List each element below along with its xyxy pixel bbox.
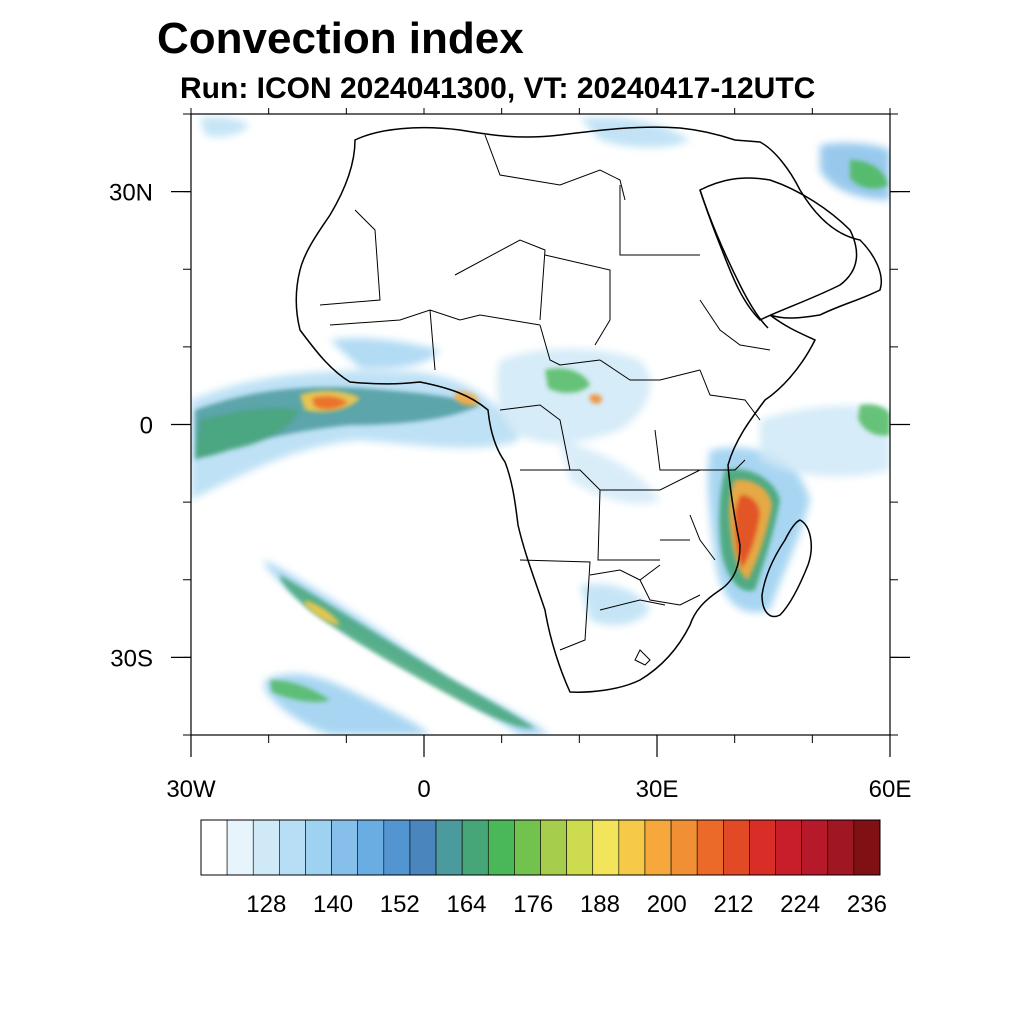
colorbar-swatch: [592, 819, 620, 876]
colorbar-swatch: [723, 819, 750, 876]
colorbar-swatch: [435, 819, 463, 876]
colorbar-swatch: [383, 819, 411, 876]
colorbar-label: 164: [446, 891, 486, 918]
colorbar: 128 140 152 164 176 188 200 212 224 236: [200, 819, 887, 918]
colorbar-label: 188: [580, 891, 620, 918]
colorbar-swatch: [252, 819, 280, 876]
colorbar-swatch: [540, 819, 567, 876]
colorbar-label: 236: [847, 891, 887, 918]
colorbar-frame: [200, 819, 881, 876]
map-plot-area: [191, 114, 890, 735]
colorbar-swatch: [279, 819, 306, 876]
colorbar-swatch: [226, 819, 254, 876]
colorbar-swatch: [696, 819, 724, 876]
lat-tick-label: 30N: [109, 180, 153, 207]
colorbar-swatch: [801, 819, 829, 876]
colorbar-label: 152: [380, 891, 420, 918]
colorbar-swatch: [357, 819, 385, 876]
colorbar-swatch: [749, 819, 776, 876]
colorbar-swatch: [670, 819, 698, 876]
colorbar-swatch: [487, 819, 515, 876]
colorbar-swatch: [331, 819, 358, 876]
colorbar-label: 140: [313, 891, 353, 918]
colorbar-swatch: [305, 819, 332, 876]
colorbar-label: 212: [713, 891, 753, 918]
colorbar-swatch: [514, 819, 541, 876]
axis-ticks: 30W 0 30E 60E 30N 0 30S: [109, 108, 911, 803]
lon-tick-label: 60E: [869, 776, 912, 803]
colorbar-label: 224: [780, 891, 820, 918]
colorbar-label: 200: [647, 891, 687, 918]
country-borders: [319, 134, 771, 666]
map-title: Convection index: [157, 14, 524, 63]
coastlines: [295, 126, 882, 693]
colorbar-swatch: [853, 819, 881, 876]
colorbar-label: 176: [513, 891, 553, 918]
colorbar-swatch: [775, 819, 802, 876]
colorbar-swatch: [200, 819, 228, 876]
lon-tick-label: 30W: [166, 776, 216, 803]
colorbar-label: 128: [246, 891, 286, 918]
map-subtitle: Run: ICON 2024041300, VT: 20240417-12UTC: [180, 72, 816, 105]
lon-tick-label: 0: [417, 776, 430, 803]
lat-tick-label: 30S: [110, 645, 153, 672]
colorbar-swatch: [827, 819, 855, 876]
lon-tick-label: 30E: [636, 776, 679, 803]
colorbar-swatch: [566, 819, 594, 876]
colorbar-swatch: [409, 819, 437, 876]
lat-tick-label: 0: [140, 413, 153, 440]
colorbar-swatch: [618, 819, 646, 876]
colorbar-swatch: [644, 819, 672, 876]
colorbar-swatch: [461, 819, 489, 876]
